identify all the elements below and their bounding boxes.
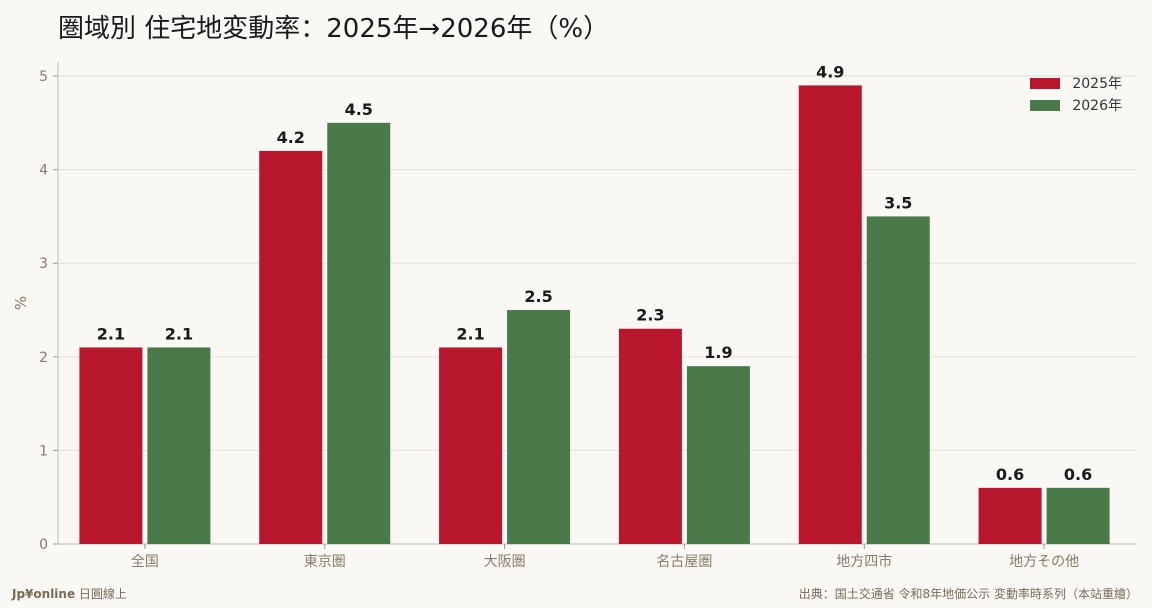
bar	[259, 150, 323, 544]
data-label: 0.6	[996, 465, 1024, 484]
y-tick-label: 2	[39, 350, 48, 366]
y-tick-label: 3	[39, 256, 48, 272]
bar	[866, 216, 930, 544]
x-tick-label: 東京圏	[304, 554, 346, 570]
bar	[507, 310, 571, 544]
bar	[978, 487, 1042, 544]
bar	[798, 85, 862, 544]
legend-swatch-2025	[1030, 77, 1061, 89]
y-tick-label: 5	[39, 69, 48, 85]
bar	[439, 347, 503, 544]
data-label: 2.1	[456, 324, 484, 343]
data-label: 2.1	[165, 324, 193, 343]
data-label: 1.9	[704, 343, 732, 362]
data-label: 3.5	[884, 193, 912, 212]
bar	[327, 122, 391, 544]
data-label: 4.2	[277, 128, 305, 147]
data-label: 4.9	[816, 62, 844, 81]
y-tick-label: 4	[39, 163, 48, 179]
bar	[618, 328, 682, 544]
footer-source: 出典：国土交通省 令和8年地価公示 変動率時系列（本站重繪）	[798, 587, 1138, 601]
data-label: 4.5	[345, 100, 373, 119]
x-tick-label: 全国	[131, 553, 159, 570]
bar	[79, 347, 143, 544]
chart-title: 圏域別 住宅地変動率：2025年→2026年（%）	[58, 14, 610, 44]
legend-swatch-2026	[1030, 99, 1061, 111]
legend-item-2025: 2025年	[1030, 72, 1122, 94]
x-tick-label: 名古屋圏	[656, 554, 712, 570]
data-label: 0.6	[1064, 465, 1092, 484]
brand-suffix: 日圓線上	[75, 587, 127, 601]
data-label: 2.5	[524, 287, 552, 306]
legend-label-2025: 2025年	[1072, 76, 1122, 92]
bar	[147, 347, 211, 544]
x-tick-label: 地方その他	[1009, 554, 1079, 570]
brand-name: Jp¥online	[12, 587, 76, 601]
legend-label-2026: 2026年	[1072, 98, 1122, 114]
x-tick-label: 大阪圏	[484, 554, 526, 570]
footer-brand: Jp¥online 日圓線上	[12, 585, 127, 602]
y-tick-label: 1	[39, 443, 48, 459]
data-label: 2.1	[97, 324, 125, 343]
data-label: 2.3	[636, 306, 664, 325]
chart-legend: 2025年 2026年	[1030, 72, 1122, 116]
legend-item-2026: 2026年	[1030, 94, 1122, 116]
y-tick-label: 0	[39, 537, 48, 553]
bar	[686, 366, 750, 544]
x-tick-label: 地方四市	[836, 553, 892, 570]
bar	[1046, 487, 1110, 544]
